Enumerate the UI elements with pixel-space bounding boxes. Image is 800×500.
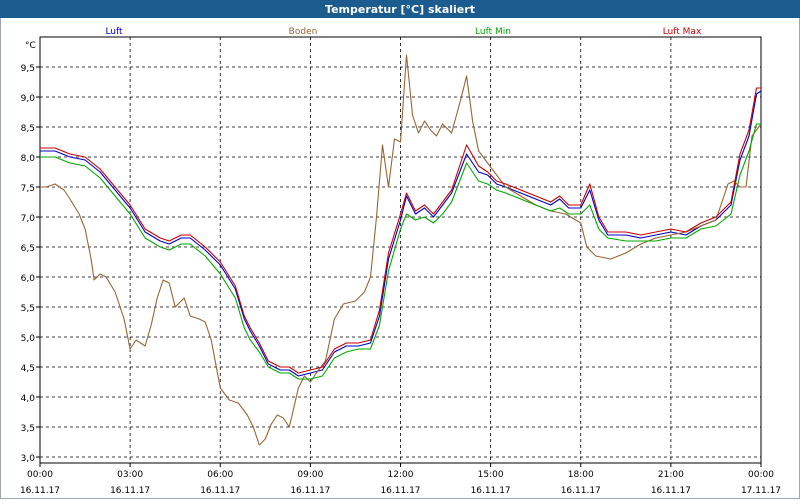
x-tick-date-label: 16.11.17: [200, 486, 240, 496]
y-tick-label: 8,0: [21, 154, 36, 164]
legend: Luft Boden Luft Min Luft Max: [105, 27, 702, 37]
y-tick-label: 3,0: [21, 454, 36, 464]
x-tick-time-label: 06:00: [207, 470, 233, 480]
x-tick-date-label: 16.11.17: [290, 486, 330, 496]
x-tick-time-label: 00:00: [748, 470, 774, 480]
x-tick-time-label: 00:00: [27, 470, 53, 480]
y-axis-label: °C: [25, 41, 36, 51]
x-tick-date-label: 16.11.17: [380, 486, 420, 496]
y-tick-label: 5,5: [21, 304, 35, 314]
temperature-chart: 3,0 3,5 4,0 4,5 5,0 5,5 6,0 6,5 7,0 7,5 8,0 8,5 9,0 9…: [20, 27, 781, 496]
series-line-luft-min: [40, 123, 761, 380]
chart-frame: 3,0 3,5 4,0 4,5 5,0 5,5 6,0 6,5 7,0 7,5 8,0 8,5 9,0 9…: [0, 18, 800, 499]
x-tick-time-label: 09:00: [297, 470, 323, 480]
series-layer: [40, 54, 762, 446]
window-title: Temperatur [°C] skaliert: [325, 2, 475, 16]
grid-layer: [40, 37, 761, 463]
series-line-boden: [40, 54, 762, 446]
x-tick-date-label: 16.11.17: [561, 486, 601, 496]
x-tick-time-label: 03:00: [117, 470, 143, 480]
x-tick-date-label: 16.11.17: [471, 486, 511, 496]
legend-item-luft-min: Luft Min: [475, 27, 511, 37]
x-tick-time-label: 12:00: [388, 470, 414, 480]
y-tick-label: 4,0: [21, 394, 36, 404]
x-tick-date-label: 17.11.17: [741, 486, 781, 496]
legend-item-luft-max: Luft Max: [663, 27, 702, 37]
x-tick-date-label: 16.11.17: [20, 486, 60, 496]
x-tick-time-label: 15:00: [478, 470, 504, 480]
y-tick-label: 6,0: [21, 274, 36, 284]
legend-item-boden: Boden: [289, 27, 318, 37]
y-tick-label: 9,5: [21, 64, 35, 74]
y-tick-label: 7,0: [21, 214, 36, 224]
y-tick-label: 8,5: [21, 124, 35, 134]
title-bar: Temperatur [°C] skaliert: [0, 0, 800, 18]
y-tick-label: 5,0: [21, 334, 36, 344]
x-tick-time-label: 18:00: [568, 470, 594, 480]
y-tick-label: 6,5: [21, 244, 35, 254]
series-line-luft-max: [40, 87, 761, 374]
x-tick-date-label: 16.11.17: [651, 486, 691, 496]
axes-layer: 3,0 3,5 4,0 4,5 5,0 5,5 6,0 6,5 7,0 7,5 8,0 8,5 9,0 9…: [20, 36, 781, 496]
y-tick-label: 9,0: [21, 94, 36, 104]
y-tick-label: 7,5: [21, 184, 35, 194]
y-tick-label: 4,5: [21, 364, 35, 374]
x-tick-date-label: 16.11.17: [110, 486, 150, 496]
x-tick-time-label: 21:00: [658, 470, 684, 480]
legend-item-luft: Luft: [105, 27, 123, 37]
series-line-luft: [40, 90, 762, 377]
y-tick-label: 3,5: [21, 424, 35, 434]
